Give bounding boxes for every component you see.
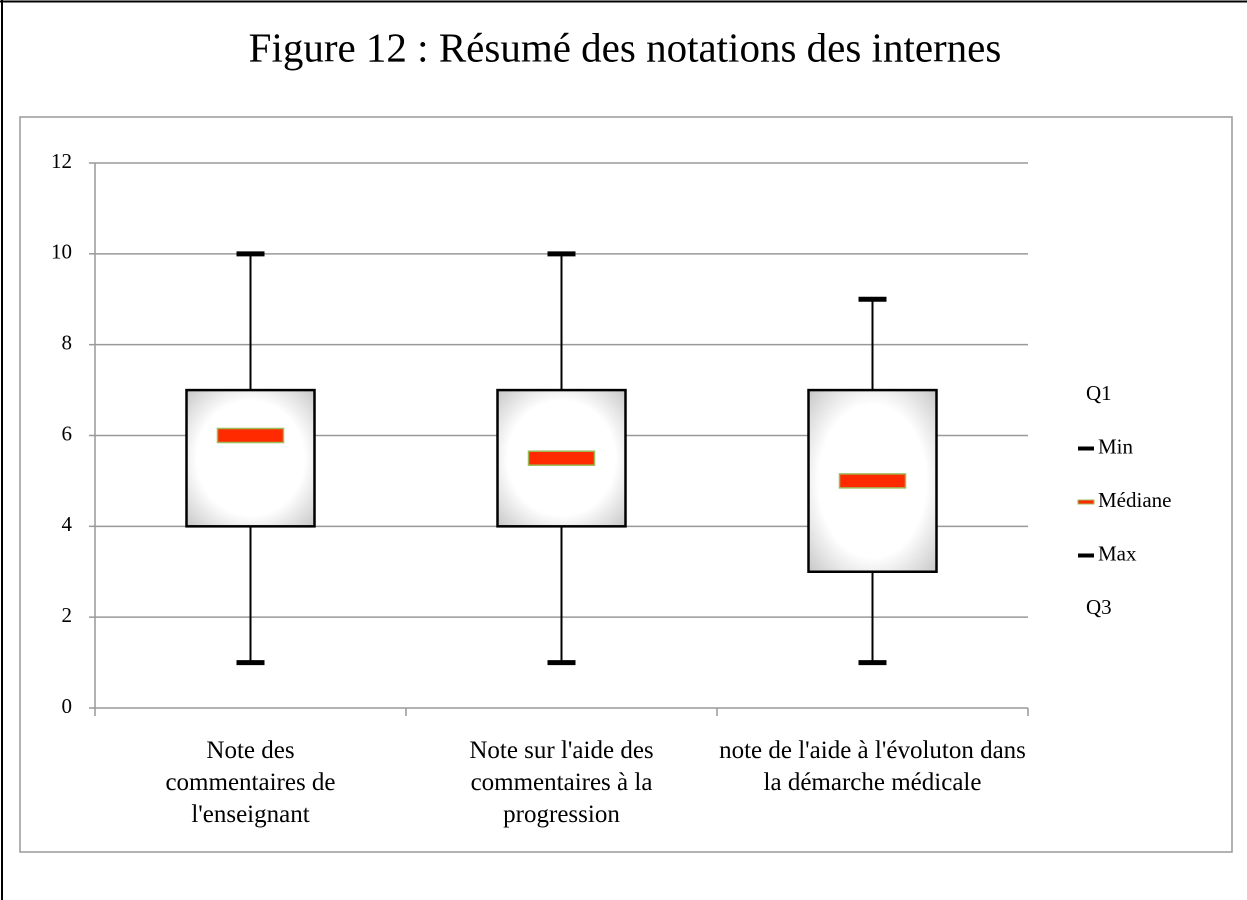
x-tick-label: Note des commentaires de l'enseignant xyxy=(165,737,336,828)
chart-title: Figure 12 : Résumé des notations des int… xyxy=(249,24,1002,70)
y-tick-label: 0 xyxy=(62,694,73,718)
legend-label: Médiane xyxy=(1098,488,1171,512)
box xyxy=(185,388,316,528)
legend-marker xyxy=(1077,499,1095,505)
x-tick-label: Note sur l'aide des commentaires à la pr… xyxy=(469,737,654,828)
y-tick-label: 10 xyxy=(51,240,72,264)
legend-label: Q1 xyxy=(1086,381,1112,405)
median xyxy=(838,473,907,489)
chart-area xyxy=(19,116,1233,853)
y-tick-label: 12 xyxy=(51,149,72,173)
y-tick-label: 4 xyxy=(62,512,73,536)
legend-label: Q3 xyxy=(1086,595,1112,619)
legend-label: Max xyxy=(1098,541,1137,565)
legend-label: Min xyxy=(1098,434,1134,458)
x-tick-label: note de l'aide à l'évoluton dans la déma… xyxy=(719,737,1026,796)
legend-marker xyxy=(1078,553,1094,558)
median xyxy=(527,450,596,466)
median xyxy=(216,427,285,444)
y-tick-label: 8 xyxy=(62,330,73,354)
legend-marker xyxy=(1078,446,1094,451)
y-tick-label: 6 xyxy=(62,421,73,445)
y-tick-label: 2 xyxy=(62,603,73,627)
